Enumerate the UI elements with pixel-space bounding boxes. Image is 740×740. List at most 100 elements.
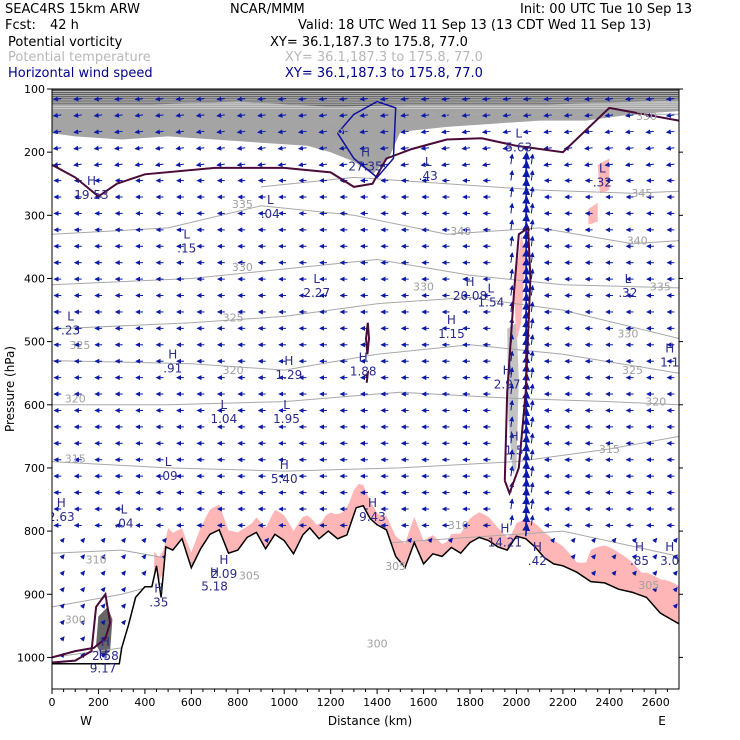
- wind-vector: [257, 96, 266, 102]
- wind-vector: [73, 162, 82, 168]
- wind-vector: [509, 153, 515, 165]
- wind-vector: [611, 537, 617, 544]
- wind-vector: [73, 145, 82, 151]
- wind-vector: [359, 145, 368, 151]
- wind-vector: [79, 554, 86, 560]
- wind-vector: [529, 432, 535, 444]
- wind-vector: [529, 350, 535, 362]
- wind-vector: [73, 112, 82, 118]
- theta-label: 305: [385, 560, 406, 573]
- wind-vector: [665, 145, 675, 151]
- wind-vector: [195, 162, 205, 168]
- theta-label: 330: [413, 281, 434, 294]
- field-theta-xy: XY= 36.1,187.3 to 175.8, 77.0: [285, 50, 483, 65]
- wind-vector: [611, 554, 617, 560]
- terrain-layer: [52, 504, 679, 689]
- theta-contour: [260, 176, 679, 194]
- wind-vector: [100, 619, 106, 626]
- hl-marker-letter: H: [665, 341, 674, 355]
- wind-vector: [379, 112, 389, 118]
- wind-vector: [318, 162, 328, 168]
- wind-vector: [216, 112, 225, 118]
- theta-label: 345: [631, 187, 652, 200]
- theta-label: 305: [638, 579, 659, 592]
- wind-vector: [79, 619, 86, 626]
- wind-vector: [529, 202, 535, 214]
- theta-label: 330: [617, 327, 638, 340]
- hl-marker-letter: H: [154, 581, 163, 595]
- wind-vector: [604, 162, 614, 168]
- upper-shading: [588, 202, 598, 225]
- wind-vector: [236, 162, 246, 168]
- wind-vector: [79, 586, 86, 593]
- wind-vector: [529, 514, 535, 526]
- hl-marker-value: 2.97: [494, 377, 521, 391]
- wind-vector: [481, 162, 491, 168]
- wind-vector: [441, 162, 450, 168]
- wind-vector: [509, 235, 515, 247]
- wind-vector: [529, 416, 535, 427]
- convective-pv-contour: [503, 226, 532, 497]
- wind-vector: [379, 129, 389, 135]
- wind-vector: [114, 145, 123, 151]
- hl-marker-value: 2.09: [210, 567, 237, 581]
- hl-marker-letter: L: [183, 228, 190, 242]
- hl-marker-value: .09: [159, 469, 178, 483]
- theta-contour: [52, 258, 679, 289]
- field-pv-name: Potential vorticity: [8, 35, 123, 50]
- wind-vector: [570, 537, 576, 544]
- wind-vector: [441, 112, 450, 118]
- wind-vector: [318, 129, 328, 135]
- wind-vector: [100, 537, 106, 544]
- wind-vector: [236, 129, 246, 135]
- wind-vector: [509, 186, 515, 198]
- hl-marker-value: 1.5: [505, 444, 524, 458]
- wind-vector: [120, 537, 126, 544]
- hl-marker-value: .04: [114, 516, 133, 530]
- hl-marker-letter: L: [267, 193, 274, 207]
- wind-vector: [120, 603, 126, 609]
- wind-vector: [509, 252, 515, 263]
- hl-marker-letter: L: [283, 398, 290, 412]
- wind-vector: [120, 554, 126, 560]
- hl-marker-value: 14.21: [488, 535, 522, 549]
- valid-time: Valid: 18 UTC Wed 11 Sep 13 (13 CDT Wed …: [298, 18, 651, 33]
- wind-vector: [400, 145, 409, 151]
- wind-vector: [59, 570, 65, 576]
- y-tick-label: 100: [24, 83, 45, 96]
- theta-label: 300: [65, 614, 86, 627]
- tropopause-pv-contour: [52, 106, 679, 198]
- wind-vector: [529, 399, 535, 411]
- wind-vector: [447, 537, 453, 544]
- wind-vector: [611, 570, 617, 576]
- forecast-hours: 42 h: [50, 18, 79, 33]
- wind-vector: [297, 162, 307, 168]
- hl-marker-letter: L: [67, 310, 74, 324]
- wind-vector: [604, 129, 614, 135]
- wind-vector: [441, 96, 450, 102]
- wind-vector: [120, 619, 126, 626]
- wind-vector: [522, 112, 532, 118]
- hl-marker-value: 1.29: [276, 368, 303, 382]
- wind-vector: [134, 96, 144, 102]
- x-tick-label: 2200: [549, 696, 577, 709]
- wind-vector: [114, 129, 123, 135]
- hl-marker-letter: L: [165, 455, 172, 469]
- wind-vector: [624, 112, 634, 118]
- y-tick-label: 800: [24, 525, 45, 538]
- wind-vector: [52, 145, 62, 151]
- wind-vector: [665, 162, 675, 168]
- wind-vector: [134, 112, 144, 118]
- wind-vector: [631, 537, 637, 544]
- hl-marker-value: 20.08: [453, 289, 487, 303]
- wind-vector: [529, 334, 535, 345]
- wind-vector: [509, 219, 515, 230]
- hl-marker-value: 1.15: [438, 327, 465, 341]
- y-axis: 100 200 300 400 500 600 700 800 900 1000: [17, 83, 683, 664]
- wind-vector: [590, 570, 596, 576]
- wind-vector: [461, 162, 471, 168]
- hl-marker-letter: H: [510, 430, 519, 444]
- wind-vector: [652, 586, 658, 593]
- wind-vector: [318, 96, 328, 102]
- wind-vector: [665, 96, 675, 102]
